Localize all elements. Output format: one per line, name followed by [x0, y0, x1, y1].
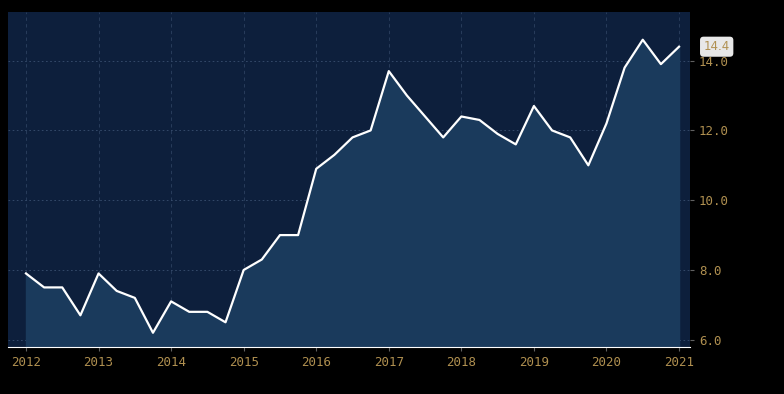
Text: 14.4: 14.4 [703, 40, 730, 53]
